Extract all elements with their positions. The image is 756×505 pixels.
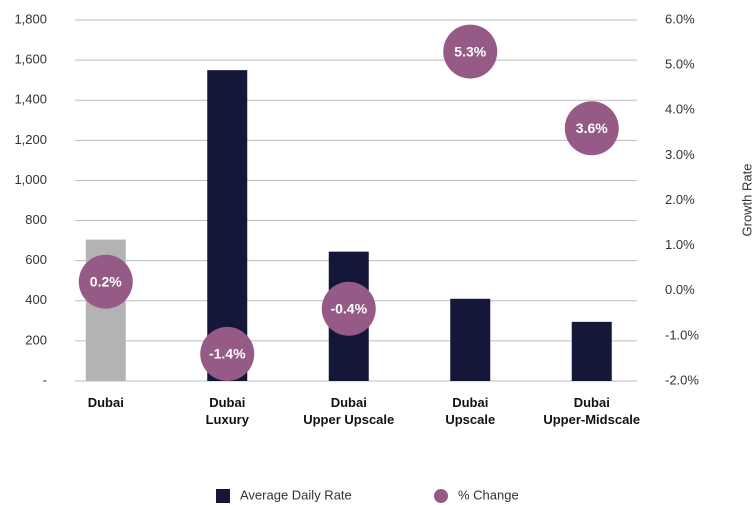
bubble: [443, 24, 498, 79]
x-tick-label: Dubai: [88, 395, 124, 410]
y-tick-label: 200: [25, 332, 47, 347]
y-tick-label: 600: [25, 252, 47, 267]
x-tick-label: Dubai Luxury: [206, 395, 250, 427]
legend-label: % Change: [458, 487, 519, 502]
y2-tick-label: -2.0%: [665, 372, 699, 387]
legend-swatch: [434, 489, 448, 503]
data-label: 0.2%: [90, 273, 122, 289]
y2-tick-label: -1.0%: [665, 327, 699, 342]
bubble: [564, 101, 619, 156]
y-tick-label: 1,200: [14, 132, 47, 147]
y2-tick-label: 1.0%: [665, 237, 695, 252]
y-tick-label: 400: [25, 292, 47, 307]
x-tick-label: Dubai Upscale: [445, 395, 495, 427]
bar: [450, 298, 491, 381]
y-tick-label: 1,400: [14, 92, 47, 107]
y2-tick-label: 4.0%: [665, 102, 695, 117]
legend-swatch: [216, 489, 230, 503]
y2-tick-label: 6.0%: [665, 11, 695, 26]
y2-axis-title: Growth Rate: [739, 164, 754, 237]
legend-label: Average Daily Rate: [240, 487, 352, 502]
y-tick-label: 800: [25, 212, 47, 227]
x-tick-label: Dubai Upper Upscale: [303, 395, 394, 427]
y-tick-label: -: [43, 372, 47, 387]
data-label: -1.4%: [209, 346, 246, 362]
y2-tick-label: 3.0%: [665, 147, 695, 162]
y-tick-label: 1,000: [14, 172, 47, 187]
y-tick-label: 1,600: [14, 52, 47, 67]
bubble: [78, 254, 133, 309]
bubble: [200, 326, 255, 381]
x-tick-label: Dubai Upper-Midscale: [543, 395, 640, 427]
y2-tick-label: 0.0%: [665, 282, 695, 297]
data-label: 3.6%: [576, 120, 608, 136]
data-label: 5.3%: [454, 43, 486, 59]
y2-tick-label: 2.0%: [665, 192, 695, 207]
y-tick-label: 1,800: [14, 11, 47, 26]
data-label: -0.4%: [330, 301, 367, 317]
bubble: [321, 281, 376, 336]
bar: [571, 321, 612, 381]
y2-tick-label: 5.0%: [665, 57, 695, 72]
